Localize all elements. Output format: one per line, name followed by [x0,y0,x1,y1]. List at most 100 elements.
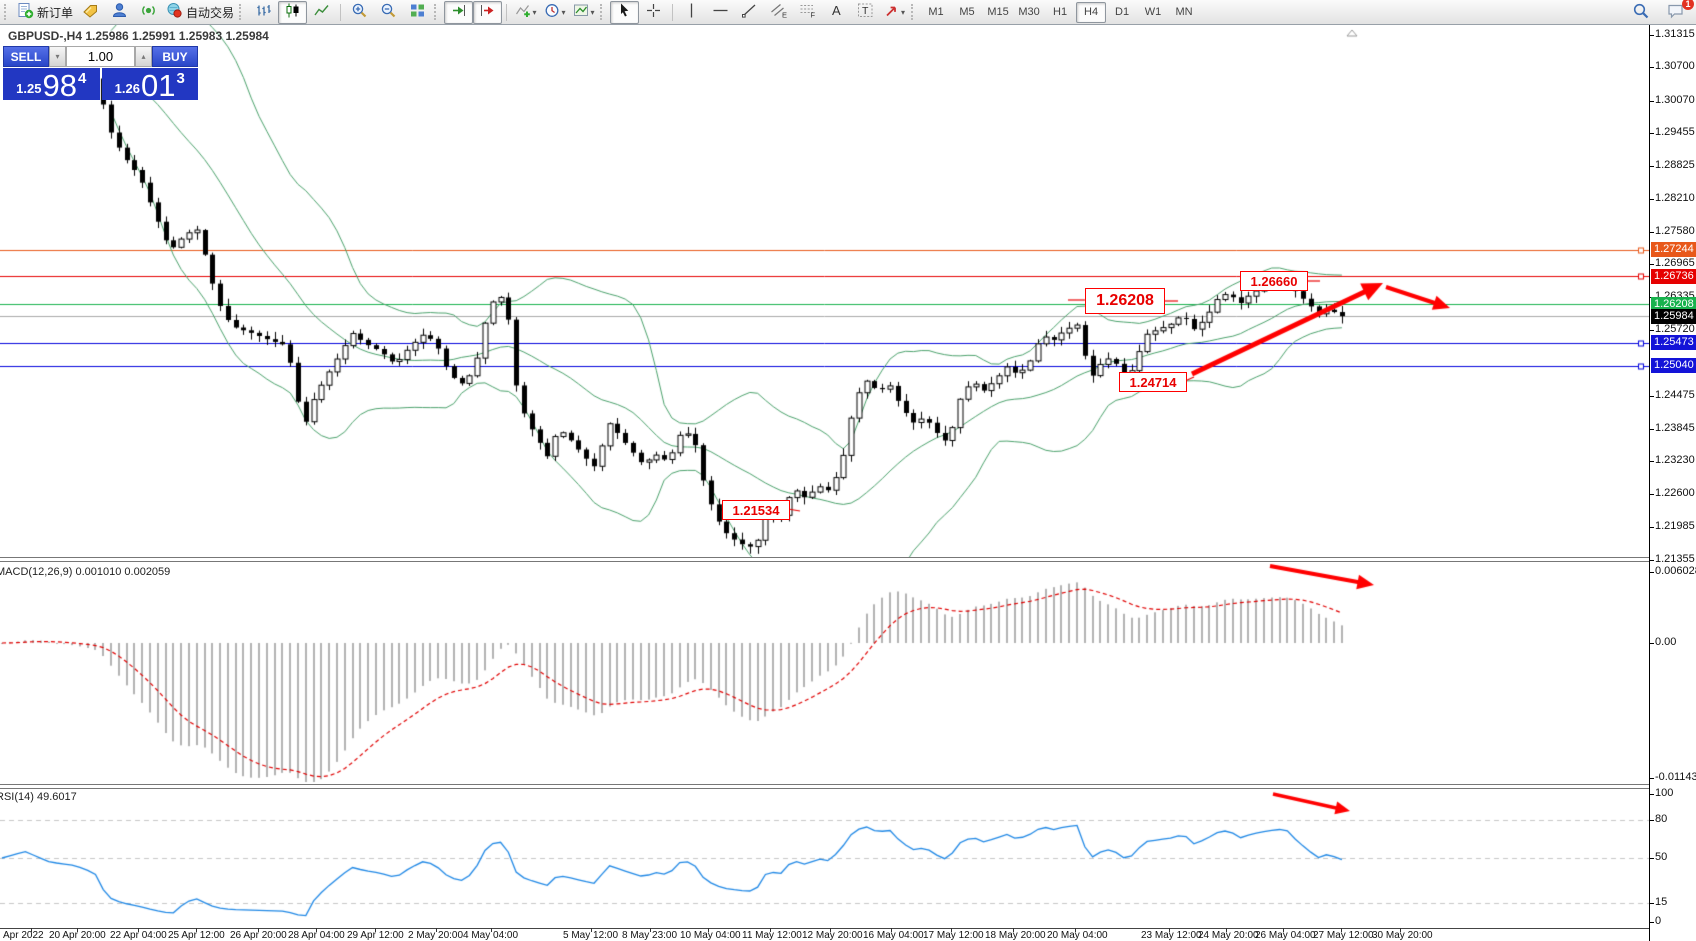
toolbar-drag-handle[interactable] [239,4,245,20]
timeframe-mn[interactable]: MN [1175,6,1193,18]
sell-price-small: 1.25 [16,81,42,96]
time-axis-tick [1283,928,1284,932]
crosshair-icon [645,2,662,22]
time-axis-label: 25 Apr 12:00 [168,930,225,941]
timeframe-d1[interactable]: D1 [1115,6,1130,18]
time-axis-label: 28 Apr 04:00 [288,930,345,941]
toolbar-drag-handle[interactable] [4,4,10,20]
horizontal-line-icon [712,2,729,22]
vertical-line-button[interactable] [677,1,706,24]
volume-input[interactable] [66,46,135,67]
time-axis-label: 2 May 20:00 [408,930,464,941]
one-click-trading-panel: SELL ▾ ▴ BUY 1.25 98 4 1.26 01 3 [3,46,198,103]
timeframe-m1[interactable]: M1 [928,6,944,18]
indicators-button[interactable]: ▾ [511,1,540,24]
toolbar-drag-handle[interactable] [600,4,606,20]
indicators-icon [515,2,532,22]
text-label-button[interactable]: T [851,1,880,24]
signal-icon [140,2,157,22]
time-axis-label: 20 Apr 20:00 [49,930,106,941]
buy-button[interactable]: BUY [152,46,198,67]
price-annotation[interactable]: 1.21534 [722,500,790,520]
price-tick-label: 1.24475 [1650,388,1695,401]
time-axis-tick [891,928,892,932]
market-watch-button[interactable] [76,1,105,24]
pane-separator[interactable] [0,557,1649,562]
signals-button[interactable] [134,1,163,24]
chart-shift-button[interactable] [473,0,503,24]
timeframe-m30[interactable]: M30 [1018,6,1040,18]
crosshair-button[interactable] [639,1,668,24]
cursor-button[interactable] [610,0,640,24]
text-button[interactable]: A [822,1,851,24]
equidistant-channel-button[interactable]: E [764,1,793,24]
time-axis-separator [0,928,1649,929]
time-axis-label: Apr 2022 [3,930,44,941]
templates-button[interactable]: ▾ [569,1,598,24]
data-window-button[interactable] [105,1,134,24]
zoom-in-button[interactable] [345,1,374,24]
price-tick-label: 1.23845 [1650,421,1695,434]
time-axis-label: 24 May 20:00 [1198,930,1259,941]
zoom-out-icon [380,2,397,22]
rsi-tick-label: 50 [1649,851,1668,863]
periods-button[interactable]: ▾ [540,1,569,24]
sell-button[interactable]: SELL [3,46,49,67]
trendline-button[interactable] [735,1,764,24]
buy-price-big: 01 [140,68,176,103]
fibonacci-icon: F [799,2,817,22]
price-tick-label: 1.21355 [1650,552,1695,565]
rsi-pane-canvas[interactable] [0,788,1649,928]
time-axis-label: 8 May 23:00 [622,930,678,941]
horizontal-line-button[interactable] [706,1,735,24]
timeframe-m5[interactable]: M5 [959,6,975,18]
time-axis-label: 16 May 04:00 [863,930,924,941]
toolbar-drag-handle[interactable] [434,4,440,20]
price-line-badge: 1.26736 [1651,268,1696,284]
volume-down-button[interactable]: ▾ [49,46,66,67]
chevron-down-icon: ▾ [901,7,906,17]
candlestick-chart-button[interactable] [278,0,308,24]
price-annotation[interactable]: 1.24714 [1119,372,1187,392]
macd-label: MACD(12,26,9) 0.001010 0.002059 [0,566,171,578]
timeframe-h4[interactable]: H4 [1076,1,1107,23]
buy-price[interactable]: 1.26 01 3 [101,68,198,103]
timeframe-w1[interactable]: W1 [1144,6,1162,18]
timeframe-h1[interactable]: H1 [1053,6,1068,18]
bar-chart-button[interactable] [249,1,278,24]
market-watch-icon [82,2,99,22]
fibonacci-button[interactable]: F [793,1,822,24]
rsi-tick-label: 100 [1649,787,1674,799]
time-axis-label: 26 May 04:00 [1255,930,1316,941]
price-tick-label: 1.28825 [1650,159,1695,172]
price-tick-label: 1.26965 [1650,257,1695,270]
timeframe-m15[interactable]: M15 [987,6,1009,18]
price-annotation[interactable]: 1.26208 [1085,288,1165,314]
time-axis-label: 26 Apr 20:00 [230,930,287,941]
search-button[interactable] [1626,1,1655,24]
line-chart-button[interactable] [307,1,336,24]
price-tick-label: 1.25720 [1650,322,1695,335]
auto-scroll-button[interactable] [444,0,474,24]
sell-price[interactable]: 1.25 98 4 [3,68,100,101]
chat-button[interactable]: 1 [1661,0,1694,24]
macd-pane-canvas[interactable] [0,561,1649,784]
pane-separator[interactable] [0,784,1649,789]
tile-windows-button[interactable] [403,1,432,24]
auto-trading-button[interactable]: 自动交易 [163,1,237,24]
main-chart-canvas[interactable] [0,25,1649,557]
time-axis-label: 20 May 04:00 [1047,930,1108,941]
price-annotation[interactable]: 1.26660 [1240,271,1308,291]
sell-price-sup: 4 [77,70,87,87]
price-axis-column[interactable] [1649,25,1696,941]
svg-text:A: A [832,3,841,18]
volume-up-button[interactable]: ▴ [135,46,152,67]
zoom-out-button[interactable] [374,1,403,24]
toolbar-drag-handle[interactable] [911,4,917,20]
time-axis-tick [951,928,952,932]
chart-title: GBPUSD-,H4 1.25986 1.25991 1.25983 1.259… [8,29,269,43]
price-tick-label: 1.30700 [1650,60,1695,73]
time-axis-tick [770,928,771,932]
new-order-button[interactable]: 新订单 [14,1,76,24]
arrows-button[interactable]: ▾ [880,1,909,24]
